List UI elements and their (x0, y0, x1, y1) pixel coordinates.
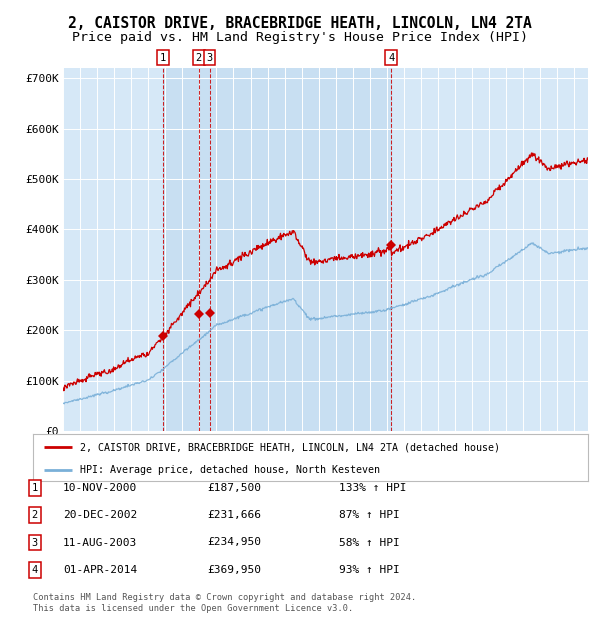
Text: 2, CAISTOR DRIVE, BRACEBRIDGE HEATH, LINCOLN, LN4 2TA (detached house): 2, CAISTOR DRIVE, BRACEBRIDGE HEATH, LIN… (80, 442, 500, 452)
Text: 1: 1 (32, 483, 38, 493)
Text: 87% ↑ HPI: 87% ↑ HPI (339, 510, 400, 520)
Text: 93% ↑ HPI: 93% ↑ HPI (339, 565, 400, 575)
Text: £231,666: £231,666 (207, 510, 261, 520)
Text: 10-NOV-2000: 10-NOV-2000 (63, 483, 137, 493)
Text: 2: 2 (196, 53, 202, 63)
Text: HPI: Average price, detached house, North Kesteven: HPI: Average price, detached house, Nort… (80, 465, 380, 476)
Text: 2, CAISTOR DRIVE, BRACEBRIDGE HEATH, LINCOLN, LN4 2TA: 2, CAISTOR DRIVE, BRACEBRIDGE HEATH, LIN… (68, 16, 532, 31)
Text: 58% ↑ HPI: 58% ↑ HPI (339, 538, 400, 547)
Text: £187,500: £187,500 (207, 483, 261, 493)
Text: £369,950: £369,950 (207, 565, 261, 575)
Text: 4: 4 (388, 53, 394, 63)
Text: £234,950: £234,950 (207, 538, 261, 547)
Text: 11-AUG-2003: 11-AUG-2003 (63, 538, 137, 547)
Text: 2: 2 (32, 510, 38, 520)
Text: 01-APR-2014: 01-APR-2014 (63, 565, 137, 575)
Text: Price paid vs. HM Land Registry's House Price Index (HPI): Price paid vs. HM Land Registry's House … (72, 31, 528, 43)
Text: 20-DEC-2002: 20-DEC-2002 (63, 510, 137, 520)
Bar (163, 68, 391, 431)
Text: 3: 3 (206, 53, 213, 63)
Text: Contains HM Land Registry data © Crown copyright and database right 2024.
This d: Contains HM Land Registry data © Crown c… (33, 593, 416, 613)
Text: 133% ↑ HPI: 133% ↑ HPI (339, 483, 407, 493)
Text: 1: 1 (160, 53, 166, 63)
Text: 3: 3 (32, 538, 38, 547)
Text: 4: 4 (32, 565, 38, 575)
